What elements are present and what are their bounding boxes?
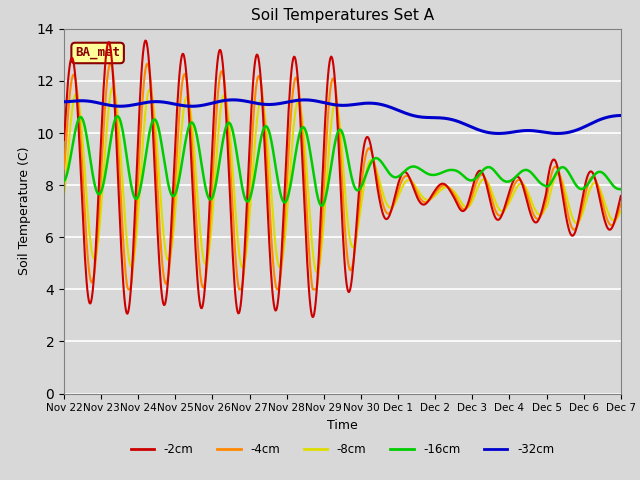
- Title: Soil Temperatures Set A: Soil Temperatures Set A: [251, 9, 434, 24]
- Y-axis label: Soil Temperature (C): Soil Temperature (C): [18, 147, 31, 276]
- X-axis label: Time: Time: [327, 419, 358, 432]
- Text: BA_met: BA_met: [75, 47, 120, 60]
- Legend: -2cm, -4cm, -8cm, -16cm, -32cm: -2cm, -4cm, -8cm, -16cm, -32cm: [126, 438, 559, 461]
